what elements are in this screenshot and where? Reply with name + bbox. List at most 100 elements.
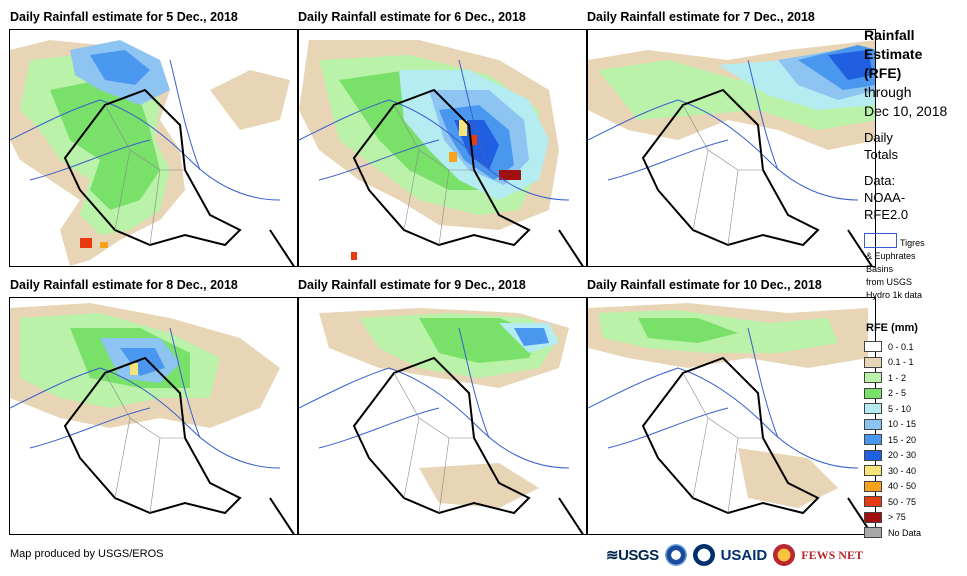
legend-label: 10 - 15 — [888, 419, 917, 430]
panel-title-1: Daily Rainfall estimate for 5 Dec., 2018 — [10, 10, 238, 24]
legend-title: RFE (mm) — [866, 322, 918, 334]
legend-label: 15 - 20 — [888, 434, 917, 445]
data-source-label: Data: NOAA- RFE2.0 — [864, 172, 908, 223]
legend-swatch — [864, 449, 882, 461]
province-borders — [104, 104, 185, 246]
legend-item: > 75 — [864, 510, 921, 526]
rainfall-map-dec8 — [9, 297, 298, 535]
country-border — [352, 356, 584, 534]
logo-strip: ≋USGS USAID FEWS NET — [606, 541, 863, 569]
basin-line-5: Hydro 1k data — [866, 290, 923, 300]
title-line-2: Estimate — [864, 46, 923, 62]
rfe-legend: 0 - 0.1 0.1 - 1 1 - 2 2 - 5 5 - 10 10 - 15 15 … — [864, 339, 921, 541]
sidebar-title: Rainfall Estimate (RFE) through Dec 10, … — [864, 26, 947, 121]
rainfall-map-dec10 — [587, 297, 876, 535]
legend-label: > 75 — [888, 512, 906, 523]
fews-net-icon — [773, 544, 796, 566]
rivers — [588, 59, 859, 201]
rainfall-map-dec9 — [298, 297, 587, 535]
title-line-1: Rainfall — [864, 27, 915, 43]
legend-swatch — [864, 527, 882, 539]
legend-label: 40 - 50 — [888, 481, 917, 492]
rainfall-areas — [588, 303, 868, 508]
rainfall-areas — [319, 308, 569, 508]
legend-swatch — [864, 387, 882, 399]
legend-swatch — [864, 403, 882, 415]
legend-item: 5 - 10 — [864, 401, 921, 417]
province-borders — [682, 372, 763, 514]
legend-label: 2 - 5 — [888, 388, 907, 399]
panel-title-5: Daily Rainfall estimate for 9 Dec., 2018 — [298, 278, 526, 292]
legend-item: 30 - 40 — [864, 463, 921, 479]
legend-swatch — [864, 356, 882, 368]
legend-item: 50 - 75 — [864, 494, 921, 510]
legend-swatch — [864, 434, 882, 446]
legend-label: 0 - 0.1 — [888, 341, 914, 352]
legend-item: 40 - 50 — [864, 479, 921, 495]
legend-item: 0.1 - 1 — [864, 355, 921, 371]
legend-item: 10 - 15 — [864, 417, 921, 433]
legend-swatch — [864, 418, 882, 430]
rivers — [10, 59, 281, 201]
basin-line-4: from USGS — [866, 277, 913, 287]
rivers — [588, 327, 859, 469]
title-line-3: (RFE) — [864, 65, 902, 81]
rivers — [299, 327, 570, 469]
legend-label: 50 - 75 — [888, 496, 917, 507]
legend-label: 1 - 2 — [888, 372, 907, 383]
rainfall-areas — [10, 40, 290, 266]
rainfall-areas — [299, 40, 559, 260]
country-border — [641, 356, 873, 534]
noaa-logo — [664, 544, 687, 566]
daily-totals-label: Daily Totals — [864, 129, 898, 163]
rainfall-areas — [588, 40, 875, 150]
legend-item: 20 - 30 — [864, 448, 921, 464]
province-borders — [393, 372, 474, 514]
legend-label: No Data — [888, 527, 922, 538]
map-credit: Map produced by USGS/EROS — [10, 548, 164, 560]
legend-swatch — [864, 480, 882, 492]
basin-legend-swatch — [864, 233, 897, 248]
legend-item: 0 - 0.1 — [864, 339, 921, 355]
rivers — [299, 59, 570, 201]
legend-item: 15 - 20 — [864, 432, 921, 448]
legend-swatch — [864, 341, 882, 353]
panel-title-3: Daily Rainfall estimate for 7 Dec., 2018 — [587, 10, 815, 24]
rainfall-map-dec6 — [298, 29, 587, 267]
legend-item: 2 - 5 — [864, 386, 921, 402]
data-line-1: Data: — [864, 173, 896, 188]
legend-label: 0.1 - 1 — [888, 357, 914, 368]
basin-line-2: & Euphrates — [866, 251, 916, 261]
basin-legend-text: Tigres & Euphrates Basins from USGS Hydr… — [866, 237, 925, 302]
daily-line-1: Daily — [864, 130, 893, 145]
legend-label: 20 - 30 — [888, 450, 917, 461]
legend-item: No Data — [864, 525, 921, 541]
province-borders — [393, 104, 474, 246]
panel-title-4: Daily Rainfall estimate for 8 Dec., 2018 — [10, 278, 238, 292]
legend-swatch — [864, 465, 882, 477]
basin-line-1: Tigres — [900, 238, 925, 248]
legend-label: 30 - 40 — [888, 465, 917, 476]
usaid-logo: USAID — [720, 546, 768, 564]
panel-title-6: Daily Rainfall estimate for 10 Dec., 201… — [587, 278, 822, 292]
province-borders — [682, 104, 763, 246]
usaid-seal-icon — [692, 544, 715, 566]
basin-line-3: Basins — [866, 264, 894, 274]
data-line-3: RFE2.0 — [864, 207, 909, 222]
legend-label: 5 - 10 — [888, 403, 912, 414]
rainfall-map-dec5 — [9, 29, 298, 267]
panel-title-2: Daily Rainfall estimate for 6 Dec., 2018 — [298, 10, 526, 24]
fews-net-logo: FEWS NET — [801, 547, 863, 562]
rivers — [10, 327, 281, 469]
data-line-2: NOAA- — [864, 190, 906, 205]
title-line-5: Dec 10, 2018 — [864, 103, 948, 119]
province-borders — [104, 372, 185, 514]
legend-swatch — [864, 496, 882, 508]
rainfall-map-dec7 — [587, 29, 876, 267]
legend-item: 1 - 2 — [864, 370, 921, 386]
legend-swatch — [864, 372, 882, 384]
daily-line-2: Totals — [864, 147, 898, 162]
legend-swatch — [864, 511, 882, 523]
usgs-logo: ≋USGS — [606, 547, 659, 564]
title-line-4: through — [864, 84, 912, 100]
